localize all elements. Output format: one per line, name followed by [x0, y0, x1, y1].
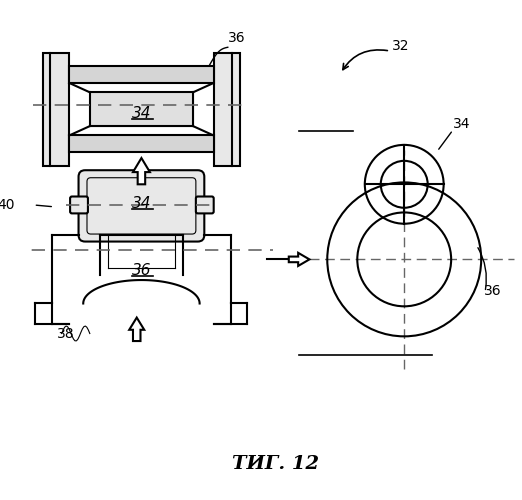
FancyArrow shape: [129, 318, 144, 341]
FancyBboxPatch shape: [196, 196, 213, 214]
Polygon shape: [90, 92, 193, 126]
Bar: [213, 53, 240, 166]
Bar: [43, 53, 69, 166]
Text: 40: 40: [0, 198, 15, 212]
Text: ΤИГ. 12: ΤИГ. 12: [232, 455, 319, 473]
FancyBboxPatch shape: [78, 170, 204, 242]
Text: 32: 32: [392, 39, 410, 53]
FancyBboxPatch shape: [70, 196, 88, 214]
Bar: [69, 66, 213, 83]
Bar: [69, 136, 213, 152]
Text: 36: 36: [484, 284, 502, 298]
Text: 34: 34: [453, 117, 470, 131]
Text: 34: 34: [132, 196, 151, 210]
FancyArrow shape: [289, 253, 310, 266]
Text: 36: 36: [228, 32, 245, 46]
Text: 36: 36: [132, 263, 151, 278]
Text: 38: 38: [57, 328, 75, 342]
Text: 34: 34: [132, 106, 151, 122]
FancyArrow shape: [133, 158, 150, 184]
